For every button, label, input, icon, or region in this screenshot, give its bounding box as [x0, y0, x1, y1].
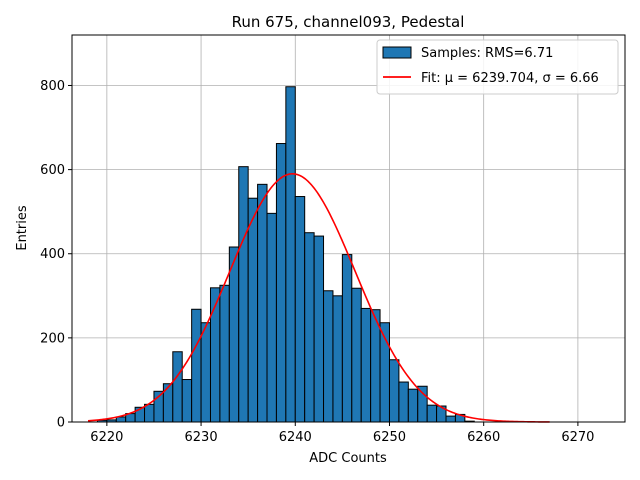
- y-tick-label: 0: [57, 416, 65, 431]
- legend-label-fit: Fit: μ = 6239.704, σ = 6.66: [421, 71, 599, 86]
- histogram-bar: [181, 379, 193, 423]
- fit-curve-layer: [87, 173, 550, 423]
- legend-swatch-samples: [382, 46, 412, 59]
- histogram-bar: [144, 403, 155, 423]
- histogram-bar: [341, 254, 353, 423]
- histogram-bar: [417, 385, 428, 423]
- histogram-bar: [398, 381, 409, 423]
- histogram-bar: [172, 351, 183, 423]
- histogram-bar: [332, 295, 343, 423]
- y-tick-label: 400: [40, 247, 65, 262]
- chart-title: Run 675, channel093, Pedestal: [232, 13, 465, 31]
- histogram-bar: [209, 287, 221, 423]
- y-axis-label: Entries: [15, 205, 30, 251]
- histogram-bar: [266, 212, 277, 423]
- histogram-bar: [323, 290, 334, 423]
- fit-curve: [87, 173, 550, 423]
- histogram-bar: [200, 322, 211, 423]
- histogram-bar: [162, 383, 174, 423]
- histogram-bar: [191, 308, 202, 423]
- histogram-bar: [426, 404, 438, 423]
- histogram-bar: [257, 183, 268, 423]
- plot-frame: [71, 34, 626, 423]
- histogram-bar: [445, 415, 456, 423]
- x-axis-label: ADC Counts: [309, 451, 387, 466]
- histogram-bar: [285, 86, 296, 423]
- histogram-bar: [407, 388, 419, 423]
- histogram-bar: [219, 284, 230, 423]
- y-axis-ticks: 0 200 400 600 800: [40, 79, 72, 431]
- x-axis-ticks: 6220 6230 6240 6250 6260 6270: [90, 422, 594, 445]
- y-tick-label: 600: [40, 163, 65, 178]
- histogram-bar: [115, 416, 127, 423]
- y-tick-label: 200: [40, 331, 65, 346]
- y-tick-label: 800: [40, 79, 65, 94]
- legend-label-samples: Samples: RMS=6.71: [421, 46, 553, 61]
- x-tick-label: 6260: [467, 430, 500, 445]
- histogram-bar: [228, 246, 240, 423]
- histogram-bar: [304, 232, 315, 423]
- x-tick-label: 6270: [561, 430, 594, 445]
- legend: Samples: RMS=6.71 Fit: μ = 6239.704, σ =…: [376, 39, 619, 95]
- histogram-bar: [275, 143, 287, 423]
- histogram-bar: [294, 196, 306, 423]
- histogram-bar: [360, 307, 372, 423]
- histogram-bar: [388, 359, 400, 423]
- x-tick-label: 6230: [185, 430, 218, 445]
- histogram-bar: [313, 235, 325, 423]
- histogram-bar: [247, 197, 259, 423]
- histogram-bar: [238, 166, 249, 423]
- histogram-bar: [351, 287, 362, 423]
- legend-box: [376, 39, 619, 95]
- x-tick-label: 6220: [90, 430, 123, 445]
- x-tick-label: 6250: [373, 430, 406, 445]
- x-tick-label: 6240: [279, 430, 312, 445]
